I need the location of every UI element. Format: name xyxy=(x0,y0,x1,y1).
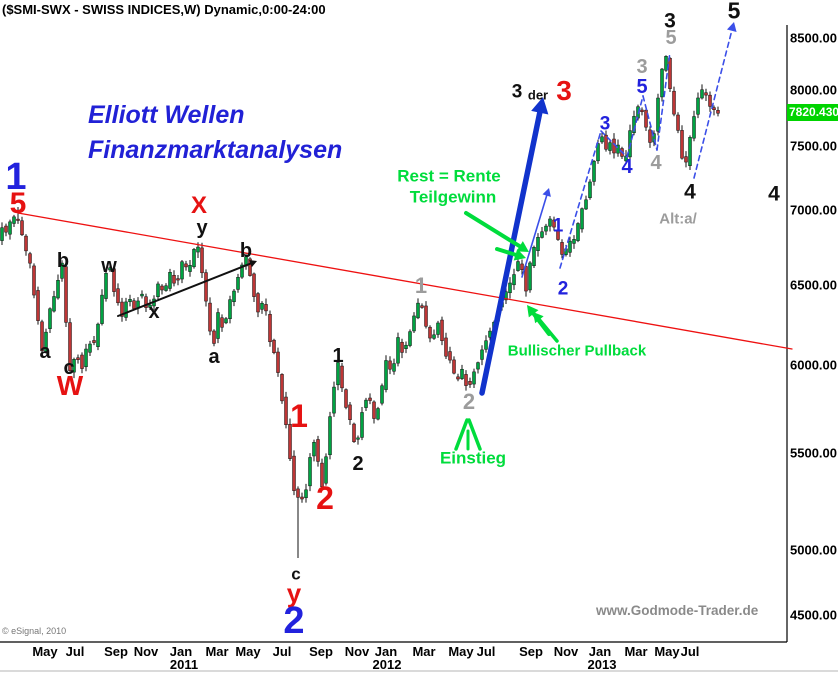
wave1-thin-arrow xyxy=(521,188,551,278)
support-trendline xyxy=(117,259,257,317)
einstieg-arrow-right-leg xyxy=(467,418,482,451)
wave-dashed-4-5 xyxy=(626,95,644,158)
einstieg-arrow-left-leg xyxy=(454,418,469,451)
rest-arrow-1 xyxy=(464,211,529,252)
chart-frame xyxy=(0,25,838,672)
copyright-note: © eSignal, 2010 xyxy=(2,626,67,636)
headline-line1: Elliott Wellen xyxy=(88,101,245,129)
headline: Elliott Wellen Finanzmarktanalysen xyxy=(88,98,342,168)
watermark: www.Godmode-Trader.de xyxy=(596,603,759,618)
wave-dashed-5-g4 xyxy=(642,95,658,151)
wave-dashed-3-4 xyxy=(600,130,628,158)
chart-title: ($SMI-SWX - SWISS INDICES,W) Dynamic,0:0… xyxy=(2,2,326,17)
projection-dashed-arrow-5 xyxy=(693,22,737,179)
pullback-arrow-2 xyxy=(533,312,559,343)
headline-line2: Finanzmarktanalysen xyxy=(88,136,343,164)
wave-dashed-g4-top xyxy=(656,51,671,151)
resistance-trendline xyxy=(17,212,793,350)
last-price-value: 7820.430 xyxy=(789,105,838,119)
candlestick-series xyxy=(0,55,720,558)
rest-arrow-2 xyxy=(495,247,526,261)
wave-dashed-2-3 xyxy=(559,130,602,269)
last-price-badge: 7820.430 xyxy=(787,104,838,121)
